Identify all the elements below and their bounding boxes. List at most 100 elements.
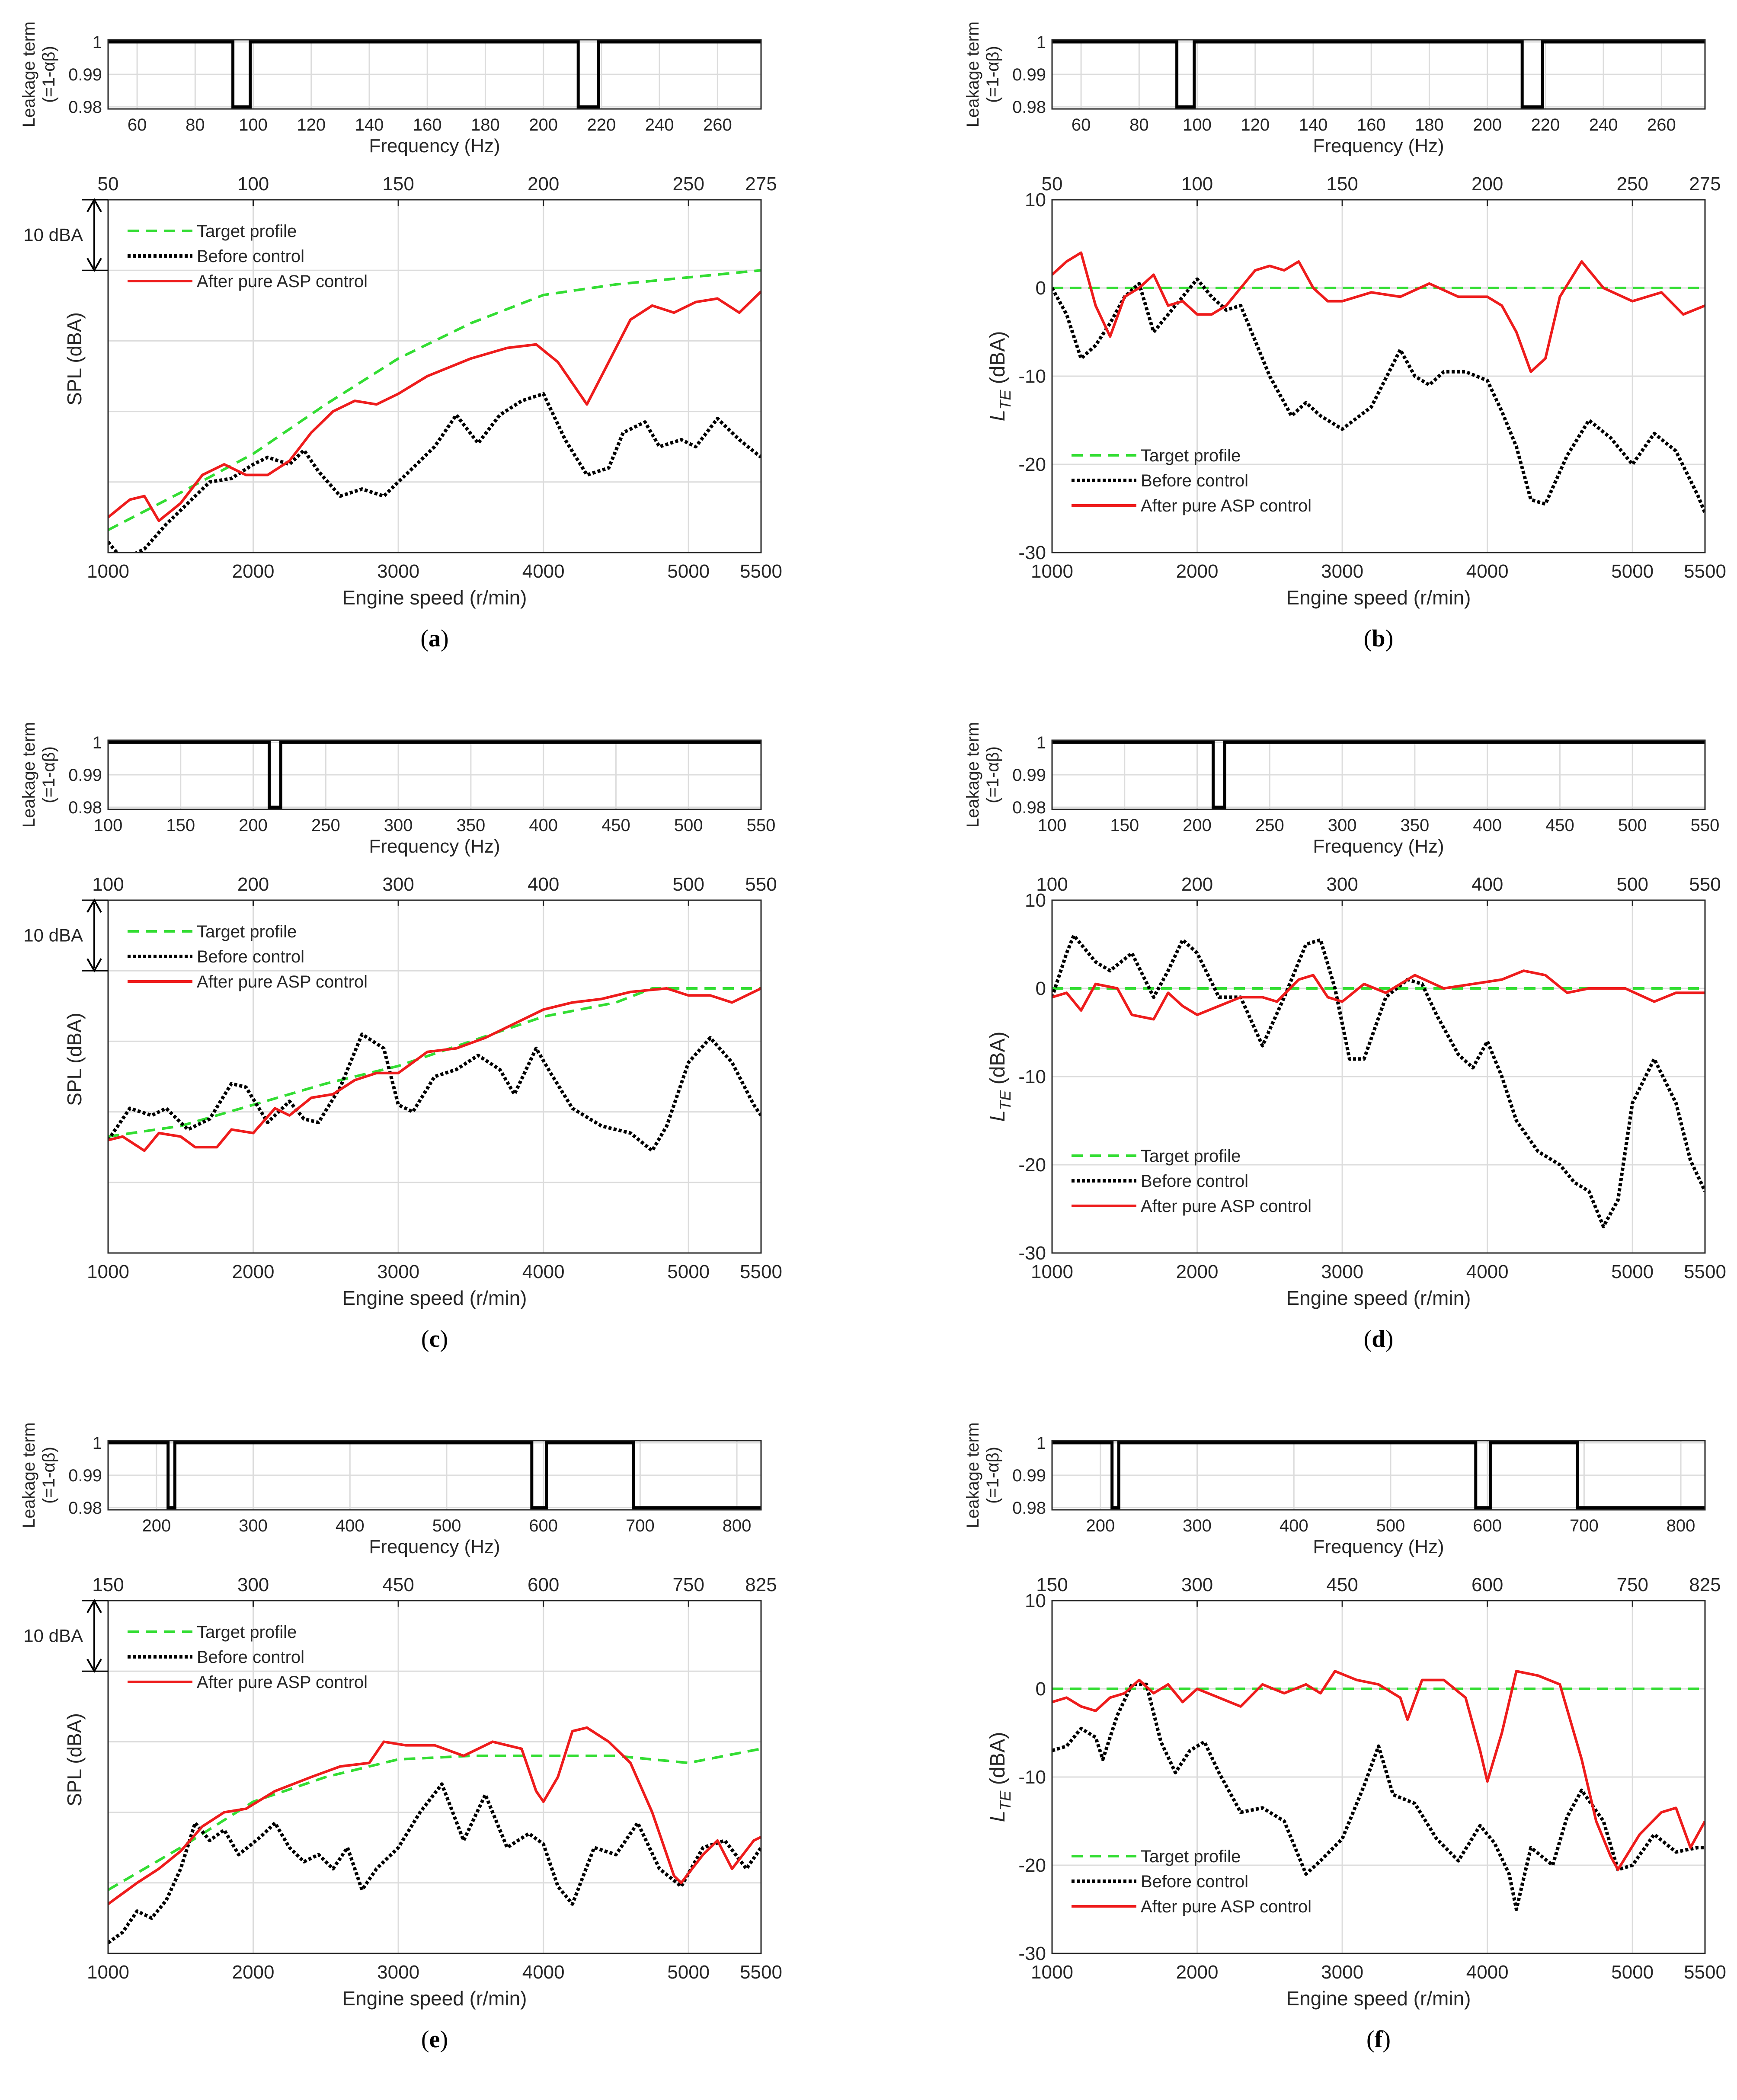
main-top-tick-label: 550 [745,874,777,895]
leakage-ylabel: Leakage term [963,1422,982,1528]
main-ytick-label: -20 [1018,454,1046,475]
leakage-xtick-label: 60 [128,115,147,134]
main-xtick-label: 5500 [1684,1261,1726,1282]
main-top-tick-label: 300 [237,1574,269,1595]
leakage-xtick-label: 120 [1241,115,1270,134]
leakage-xtick-label: 300 [1328,816,1357,835]
main-top-tick-label: 275 [745,173,777,195]
leakage-ylabel: Leakage term [19,722,38,828]
legend: Target profile Before control After pure A… [1072,446,1312,515]
caption-close: ) [440,2026,448,2053]
main-xtick-label: 3000 [377,1261,419,1282]
main-top-tick-label: 450 [1326,1574,1358,1595]
leakage-xtick-label: 250 [1255,816,1284,835]
main-ytick-label: -10 [1018,1066,1046,1087]
leakage-xtick-label: 260 [703,115,732,134]
leakage-axes-box [1051,1440,1706,1511]
leakage-xtick-label: 220 [587,115,616,134]
leakage-xlabel: Frequency (Hz) [1313,135,1444,157]
main-xlabel: Engine speed (r/min) [1286,1987,1471,2010]
leakage-axes-box [107,39,762,110]
panel-a: 1 0.99 0.98 60 80 100 120 140 160 180 200 220 240 260… [19,22,782,652]
leakage-xlabel: Frequency (Hz) [1313,836,1444,857]
legend-label: Target profile [1141,446,1241,465]
legend-label: Before control [1141,1872,1248,1891]
main-ytick-label: -10 [1018,1767,1046,1788]
leakage-ytick-label: 0.99 [1012,65,1046,84]
leakage-plot-b: 1 0.99 0.98 60 80 100 120 140 160 180 200 220 240 260… [963,22,1706,157]
main-xtick-label: 3000 [1321,1261,1363,1282]
after-control-line [108,987,761,1152]
caption-open: ( [1366,2026,1375,2053]
leakage-xtick-label: 160 [413,115,442,134]
leakage-axes-box [107,739,762,810]
main-xtick-label: 1000 [1031,1261,1073,1282]
leakage-ytick-label: 0.98 [68,1499,102,1518]
main-xtick-label: 5500 [1684,1962,1726,1983]
leakage-xlabel: Frequency (Hz) [369,1536,500,1557]
caption-close: ) [441,625,449,652]
leakage-step-line [1052,40,1705,109]
leakage-xtick-label: 600 [1473,1516,1502,1535]
main-ylabel: SPL (dBA) [63,1713,86,1806]
legend: Target profile Before control After pure A… [128,922,368,991]
leakage-xtick-label: 120 [297,115,326,134]
leakage-xtick-label: 80 [1129,115,1149,134]
leakage-axes-box [107,1440,762,1511]
main-xtick-label: 5000 [667,1261,710,1282]
main-top-tick-label: 150 [92,1574,124,1595]
legend-label: Before control [197,947,304,966]
main-xtick-label: 2000 [232,1261,275,1282]
before-control-line [1052,933,1705,1228]
main-xtick-label: 1000 [87,1962,129,1983]
main-top-tick-label: 100 [1181,173,1213,195]
panel-e: 1 0.99 0.98 200 300 400 500 600 700 800 Frequency … [19,1422,782,2053]
leakage-xtick-label: 400 [1473,816,1502,835]
main-top-tick-label: 100 [92,874,124,895]
main-xtick-label: 5000 [667,1962,710,1983]
main-xtick-label: 5500 [740,1962,782,1983]
main-xtick-label: 5500 [740,561,782,582]
main-top-tick-label: 550 [1689,874,1721,895]
main-plot-c: 1000 2000 3000 4000 5000 5500 100 200 300 400 500 5… [23,874,782,1309]
main-xtick-label: 1000 [87,561,129,582]
leakage-ytick-label: 1 [1036,1434,1046,1453]
main-axes-box [1051,1600,1706,1954]
leakage-ylabel: Leakage term [963,722,982,828]
panel-caption: (f) [1366,2026,1391,2053]
main-ytick-label: -20 [1018,1855,1046,1876]
leakage-ytick-label: 1 [93,33,102,52]
main-xtick-label: 4000 [1466,1261,1509,1282]
main-xtick-label: 3000 [1321,561,1363,582]
leakage-xtick-label: 400 [336,1516,365,1535]
scale-label: 10 dBA [23,925,83,946]
leakage-ylabel: Leakage term [19,22,38,128]
legend-label: After pure ASP control [197,972,368,991]
main-top-tick-label: 400 [528,874,559,895]
after-control-line [1052,1670,1705,1871]
ylabel-unit: (dBA) [986,331,1009,390]
main-plot-f: 1000 2000 3000 4000 5000 5500 150 300 450 600 750 8… [986,1574,1726,2010]
leakage-axes-box [1051,39,1706,110]
main-plot-e: 1000 2000 3000 4000 5000 5500 150 300 450 600 750 8… [23,1574,782,2010]
main-xlabel: Engine speed (r/min) [342,1287,527,1309]
scale-label: 10 dBA [23,1626,83,1646]
leakage-xtick-label: 800 [1667,1516,1695,1535]
before-control-line [108,1032,761,1153]
ylabel-sub: TE [996,1790,1014,1811]
main-top-tick-label: 450 [382,1574,414,1595]
caption-close: ) [1385,1326,1394,1352]
leakage-ytick-label: 0.99 [68,766,102,785]
main-top-tick-label: 50 [1042,173,1063,195]
leakage-ylabel-formula: (=1-αβ) [983,746,1002,803]
leakage-xlabel: Frequency (Hz) [1313,1536,1444,1557]
leakage-xtick-label: 140 [1299,115,1328,134]
legend-label: Before control [197,247,304,266]
main-ylabel: LTE (dBA) [986,331,1014,422]
leakage-xtick-label: 400 [1280,1516,1308,1535]
leakage-xtick-label: 260 [1647,115,1676,134]
ylabel-sub: TE [996,1090,1014,1110]
